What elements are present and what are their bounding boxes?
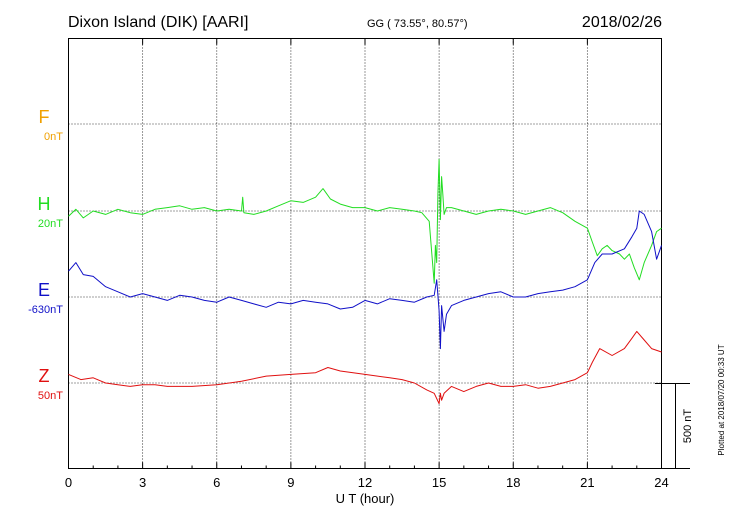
x-tick-label: 6 (213, 475, 220, 490)
station-title: Dixon Island (DIK) [AARI] (68, 14, 249, 31)
channel-name-f: F (39, 107, 50, 127)
channel-baseline-z: 50nT (38, 390, 63, 402)
channel-name-e: E (38, 280, 50, 300)
x-tick-label: 21 (580, 475, 594, 490)
channel-name-h: H (38, 194, 51, 214)
series-lines (68, 158, 662, 405)
x-tick-label: 24 (654, 475, 668, 490)
series-line-z (68, 330, 662, 405)
channel-baseline-h: 20nT (38, 218, 63, 230)
x-tick-label: 18 (506, 475, 520, 490)
x-tick-label: 12 (358, 475, 372, 490)
station-coordinates: GG ( 73.55°, 80.57°) (367, 18, 468, 30)
plot-frame (68, 38, 662, 469)
x-tick-label: 9 (287, 475, 294, 490)
series-line-h (68, 158, 662, 284)
x-axis-ticks: 0 3 6 9 12 15 18 21 24 (65, 38, 669, 490)
x-axis-label: U T (hour) (336, 491, 395, 506)
scale-bar: 500 nT (655, 383, 694, 469)
scale-bar-label: 500 nT (682, 409, 694, 444)
x-tick-label: 15 (432, 475, 446, 490)
x-tick-label: 0 (65, 475, 72, 490)
plotted-at-note: Plotted at 2018/07/20 00:33 UT (717, 344, 726, 455)
series-line-e (68, 210, 662, 350)
x-tick-label: 3 (139, 475, 146, 490)
grid-lines (68, 38, 662, 469)
channel-baseline-e: -630nT (28, 304, 63, 316)
plot-date: 2018/02/26 (582, 14, 662, 31)
channel-name-z: Z (39, 366, 50, 386)
channel-baseline-f: 0nT (44, 131, 63, 143)
channel-labels: F 0nT H 20nT E -630nT Z 50nT (28, 107, 63, 402)
